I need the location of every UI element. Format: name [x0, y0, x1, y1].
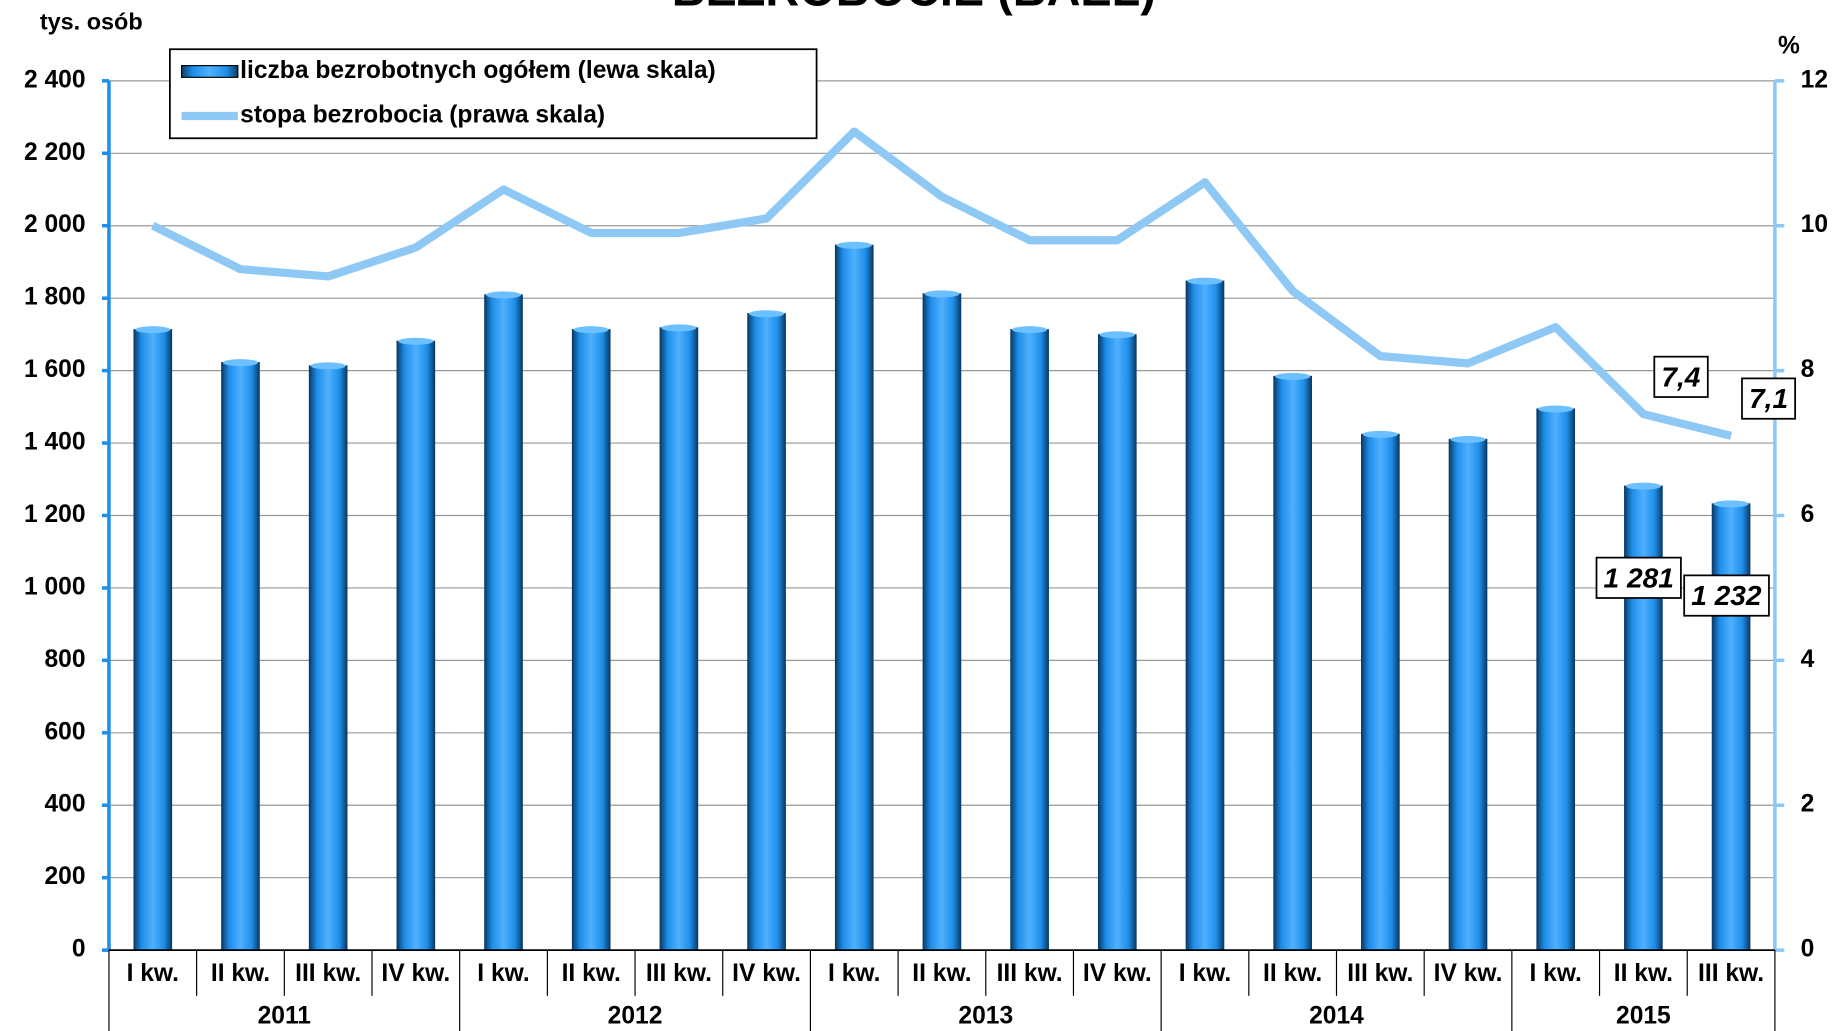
legend-label: stopa bezrobocia (prawa skala)	[240, 101, 605, 128]
bar	[133, 329, 173, 951]
x-tick-label: III kw.	[997, 960, 1063, 987]
value-label: 7,4	[1661, 361, 1700, 392]
y-tick-label: 600	[44, 718, 85, 745]
value-label-box	[1683, 574, 1770, 617]
bar-top	[1187, 277, 1223, 285]
value-label: 1 281	[1604, 562, 1674, 593]
bar	[1273, 375, 1312, 951]
y-tick-label: 1 000	[24, 573, 86, 600]
bar-top	[135, 326, 171, 334]
bar	[1185, 280, 1225, 951]
bar	[484, 294, 523, 951]
line	[150, 127, 1733, 440]
bar-top	[1099, 331, 1135, 339]
y-tick-label: 800	[44, 646, 85, 673]
bar-top	[748, 310, 785, 318]
bar	[1624, 485, 1663, 951]
bar-top	[836, 241, 872, 249]
bar-top	[1538, 405, 1574, 413]
bar	[834, 244, 874, 951]
x-tick-label: I kw.	[1179, 960, 1231, 987]
x-tick-label: IV kw.	[1434, 960, 1503, 987]
bar	[308, 365, 348, 951]
bar-top	[222, 359, 259, 367]
y2-tick-label: 12	[1801, 66, 1828, 93]
y2-tick-label: 8	[1801, 356, 1815, 383]
bar	[1448, 438, 1488, 951]
bar	[1010, 329, 1049, 951]
y-tick-label: 2 200	[24, 139, 86, 166]
x-tick-label: III kw.	[1698, 960, 1764, 987]
bar-top	[1625, 482, 1661, 490]
x-tick-label: II kw.	[1614, 960, 1673, 987]
x-tick-label: I kw.	[1530, 960, 1582, 987]
bar	[659, 327, 699, 951]
bar-top	[1713, 500, 1749, 508]
x-tick-label: I kw.	[127, 960, 179, 987]
y-tick-label: 1 800	[24, 284, 86, 311]
legend-box	[168, 48, 818, 140]
x-tick-label: IV kw.	[381, 960, 450, 987]
bar-top	[924, 290, 960, 298]
x-tick-label: III kw.	[646, 960, 712, 987]
y-tick-label: 0	[72, 936, 86, 963]
bar-top	[1362, 430, 1398, 438]
x-tick-label: II kw.	[562, 960, 621, 987]
x-tick-label: II kw.	[1263, 960, 1322, 987]
bar	[922, 293, 962, 951]
value-label-box	[1595, 556, 1682, 599]
value-label: 7,1	[1749, 383, 1788, 414]
y-tick-label: 200	[44, 863, 85, 890]
x-tick-label: IV kw.	[1083, 960, 1152, 987]
y-tick-label: 2 000	[24, 211, 86, 238]
bar	[1097, 334, 1137, 951]
x-tick-label: I kw.	[828, 960, 880, 987]
x-tick-label: IV kw.	[732, 960, 801, 987]
bar	[396, 340, 436, 951]
y2-tick-label: 2	[1801, 791, 1815, 818]
y2-tick-label: 4	[1801, 646, 1815, 673]
bar-top	[398, 337, 434, 345]
year-label: 2015	[1616, 1002, 1671, 1029]
bar-top	[661, 324, 697, 332]
year-label: 2012	[608, 1002, 663, 1029]
y2-tick-label: 0	[1801, 936, 1815, 963]
y2-tick-label: 10	[1801, 211, 1828, 238]
x-tick-label: II kw.	[211, 960, 270, 987]
year-label: 2013	[958, 1002, 1013, 1029]
y-tick-label: 400	[44, 791, 85, 818]
y-tick-label: 1 200	[24, 501, 86, 528]
bar	[1711, 503, 1751, 951]
value-label: 1 232	[1691, 580, 1762, 611]
bar-top	[485, 291, 522, 299]
x-tick-label: I kw.	[477, 960, 529, 987]
y-axis-title: tys. osób	[40, 9, 143, 35]
bar	[571, 329, 611, 951]
x-tick-label: II kw.	[912, 960, 971, 987]
value-label-box	[1741, 377, 1797, 420]
y-tick-label: 1 600	[24, 356, 86, 383]
value-label-box	[1653, 355, 1709, 398]
bar-top	[1450, 435, 1486, 443]
bar	[1361, 433, 1400, 951]
y2-axis-title: %	[1778, 32, 1800, 59]
year-label: 2011	[258, 1002, 311, 1029]
chart-title: BEZROBOCIE (BAEL)	[672, 0, 1156, 15]
bar	[747, 313, 786, 951]
legend-swatch	[181, 65, 239, 78]
x-tick-label: III kw.	[1347, 960, 1413, 987]
year-label: 2014	[1309, 1002, 1364, 1029]
bar-top	[573, 326, 609, 334]
bar	[221, 362, 260, 951]
bar-top	[310, 362, 346, 370]
bar-top	[1275, 372, 1311, 380]
x-tick-label: III kw.	[295, 960, 361, 987]
y-tick-label: 2 400	[24, 66, 86, 93]
legend-label: liczba bezrobotnych ogółem (lewa skala)	[240, 57, 716, 84]
y2-tick-label: 6	[1801, 501, 1815, 528]
bar-top	[1012, 326, 1048, 334]
y-tick-label: 1 400	[24, 429, 86, 456]
bar	[1536, 408, 1576, 951]
